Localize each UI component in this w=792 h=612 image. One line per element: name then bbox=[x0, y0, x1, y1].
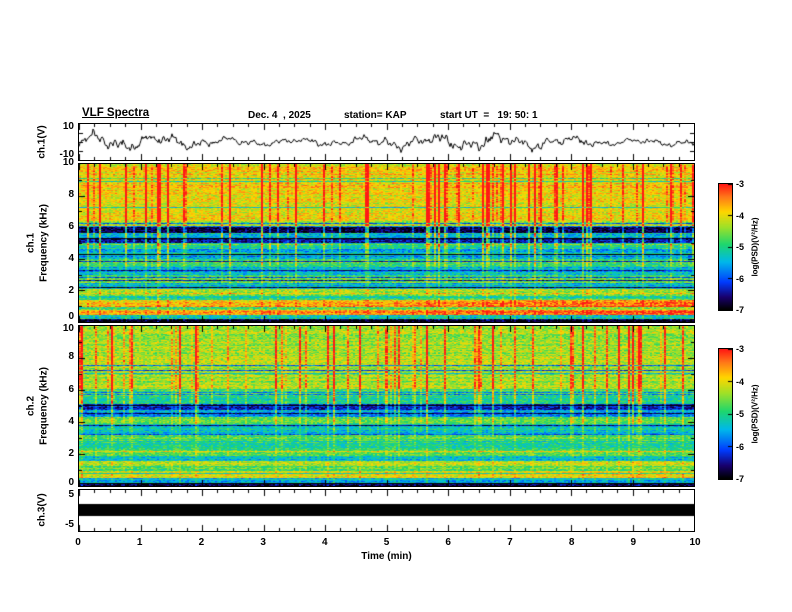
ch2-freq-ytick-label: 8 bbox=[68, 351, 74, 362]
ch2-spectrogram-canvas bbox=[79, 326, 694, 486]
x-tick-label: 6 bbox=[445, 537, 451, 548]
x-tick-label: 5 bbox=[383, 537, 390, 548]
ch3-waveform-panel bbox=[78, 489, 695, 532]
ch2-freq-ytick-label: 10 bbox=[62, 323, 74, 334]
x-tick-label: 9 bbox=[630, 537, 637, 548]
ch1-waveform-panel bbox=[78, 123, 695, 161]
colorbar-ch1 bbox=[718, 183, 733, 311]
cbar2-tick-label: -3 bbox=[736, 344, 745, 354]
ch1-spectrogram-panel bbox=[78, 163, 695, 323]
cbar2-tick-label: -7 bbox=[736, 474, 745, 484]
colorbar-ch2-label: log(PSD)(V²/Hz) bbox=[750, 384, 760, 444]
ch3v-ytick-label: -5 bbox=[65, 519, 74, 530]
cbar2-tick-label: -5 bbox=[736, 409, 745, 419]
colorbar-ch2-gradient bbox=[719, 349, 732, 479]
x-tick-label: 1 bbox=[136, 537, 143, 548]
ch2-channel-label: ch.2 bbox=[25, 395, 37, 417]
ch1-freq-ytick-label: 8 bbox=[68, 189, 74, 200]
ch2-spectrogram-panel bbox=[78, 325, 695, 487]
cbar1-tick-label: -7 bbox=[736, 305, 745, 315]
ch2-freq-ytick-label: 6 bbox=[68, 384, 74, 395]
cbar1-tick-label: -4 bbox=[736, 210, 745, 221]
ch3v-ytick-label: 5 bbox=[68, 489, 74, 500]
start-ut-label: start UT = 19: 50: 1 bbox=[440, 110, 538, 121]
ch1-freq-ytick-label: 10 bbox=[62, 157, 74, 168]
colorbar-ch1-gradient bbox=[719, 184, 732, 310]
ch1-freq-ytick-label: 6 bbox=[68, 221, 74, 232]
x-tick-label: 10 bbox=[689, 537, 701, 548]
x-tick-label: 2 bbox=[198, 537, 205, 548]
x-tick-label: 3 bbox=[260, 537, 266, 548]
ch1-freq-ytick-label: 2 bbox=[68, 285, 74, 296]
ch1v-ytick-label: 10 bbox=[62, 121, 74, 132]
cbar1-tick-label: -5 bbox=[736, 242, 745, 252]
cbar2-tick-label: -4 bbox=[736, 376, 745, 387]
ch1v-ytick-label: -10 bbox=[59, 149, 74, 160]
ch1-voltage-ylabel: ch.1(V) bbox=[36, 125, 48, 159]
date-label: Dec. 4 , 2025 bbox=[248, 110, 311, 121]
ch1-freq-ytick-label: 0 bbox=[68, 311, 74, 322]
cbar1-tick-label: -6 bbox=[736, 273, 745, 284]
ch1-frequency-ylabel: Frequency (kHz) bbox=[38, 204, 50, 282]
colorbar-ch1-label: log(PSD)(V²/Hz) bbox=[750, 217, 760, 277]
ch3-voltage-ylabel: ch.3(V) bbox=[36, 493, 48, 527]
ch3-waveform-canvas bbox=[79, 490, 694, 531]
x-tick-label: 7 bbox=[507, 537, 513, 548]
ch1-waveform-canvas bbox=[79, 124, 694, 160]
x-tick-label: 0 bbox=[75, 537, 81, 548]
ch2-freq-ytick-label: 4 bbox=[68, 416, 74, 427]
colorbar-ch2 bbox=[718, 348, 733, 480]
ch1-channel-label: ch.1 bbox=[25, 232, 37, 254]
cbar1-tick-label: -3 bbox=[736, 179, 745, 189]
ch2-frequency-ylabel: Frequency (kHz) bbox=[38, 367, 50, 445]
x-tick-label: 8 bbox=[568, 537, 575, 548]
plot-title: VLF Spectra bbox=[82, 107, 150, 119]
ch1-freq-ytick-label: 4 bbox=[68, 253, 74, 264]
x-axis-title: Time (min) bbox=[361, 551, 412, 562]
ch2-freq-ytick-label: 2 bbox=[68, 448, 74, 459]
cbar2-tick-label: -6 bbox=[736, 441, 745, 452]
x-tick-label: 4 bbox=[322, 537, 328, 548]
ch2-freq-ytick-label: 0 bbox=[68, 477, 74, 488]
ch1-spectrogram-canvas bbox=[79, 164, 694, 322]
station-label: station= KAP bbox=[344, 110, 407, 121]
